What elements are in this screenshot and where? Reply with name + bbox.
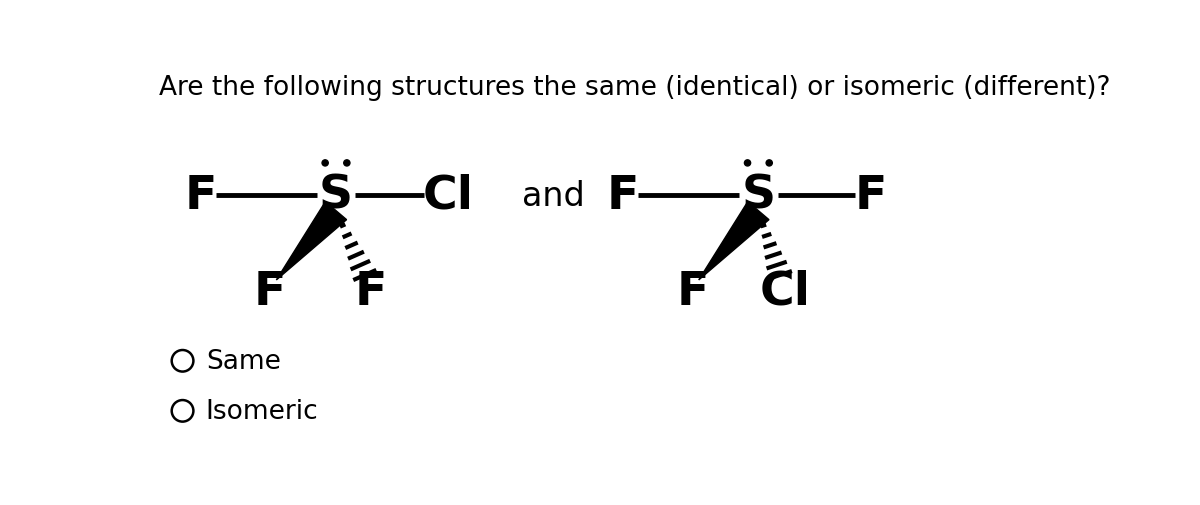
Text: F: F	[184, 173, 216, 218]
Circle shape	[744, 161, 751, 167]
Text: F: F	[254, 270, 287, 315]
Text: F: F	[606, 173, 638, 218]
Text: F: F	[677, 270, 709, 315]
Text: Isomeric: Isomeric	[206, 398, 318, 424]
Text: Cl: Cl	[422, 173, 474, 218]
Text: Are the following structures the same (identical) or isomeric (different)?: Are the following structures the same (i…	[160, 74, 1111, 100]
Text: S: S	[319, 173, 353, 218]
Polygon shape	[698, 202, 769, 280]
Circle shape	[766, 161, 773, 167]
Polygon shape	[276, 202, 347, 280]
Circle shape	[343, 161, 350, 167]
Text: F: F	[854, 173, 887, 218]
Circle shape	[322, 161, 329, 167]
Text: S: S	[742, 173, 775, 218]
Text: Same: Same	[206, 348, 281, 374]
Text: Cl: Cl	[760, 270, 811, 315]
Text: F: F	[355, 270, 388, 315]
Text: and: and	[522, 179, 584, 212]
